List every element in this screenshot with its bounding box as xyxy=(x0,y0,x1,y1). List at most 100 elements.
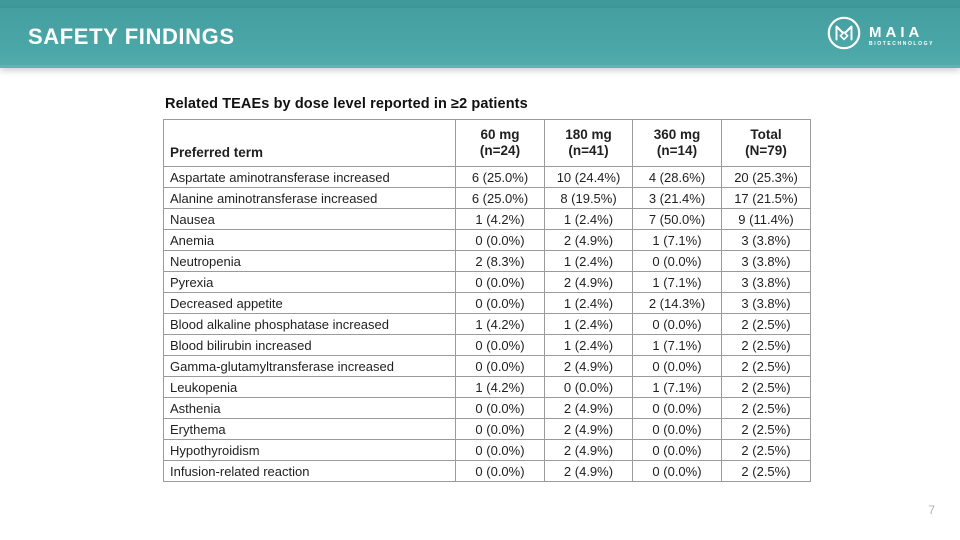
value-cell: 0 (0.0%) xyxy=(455,334,545,356)
preferred-term-cell: Aspartate aminotransferase increased xyxy=(163,166,456,188)
value-cell: 1 (4.2%) xyxy=(455,208,545,230)
value-cell: 2 (2.5%) xyxy=(721,355,811,377)
value-cell: 2 (14.3%) xyxy=(632,292,722,314)
value-cell: 7 (50.0%) xyxy=(632,208,722,230)
preferred-term-cell: Erythema xyxy=(163,418,456,440)
page-number: 7 xyxy=(928,503,935,517)
value-cell: 10 (24.4%) xyxy=(544,166,633,188)
table-title: Related TEAEs by dose level reported in … xyxy=(165,96,528,112)
value-cell: 1 (2.4%) xyxy=(544,208,633,230)
preferred-term-cell: Nausea xyxy=(163,208,456,230)
slide-header-banner: SAFETY FINDINGS MAIA BIOTECHNOLOGY xyxy=(0,8,960,68)
column-header-dose: Total (N=79) xyxy=(721,119,811,167)
table-row: Alanine aminotransferase increased 6 (25.… xyxy=(163,187,811,209)
logo-subtitle: BIOTECHNOLOGY xyxy=(869,40,934,47)
maia-logo-icon xyxy=(826,15,862,56)
value-cell: 2 (4.9%) xyxy=(544,460,633,482)
value-cell: 1 (2.4%) xyxy=(544,292,633,314)
value-cell: 2 (4.9%) xyxy=(544,355,633,377)
value-cell: 9 (11.4%) xyxy=(721,208,811,230)
value-cell: 3 (3.8%) xyxy=(721,292,811,314)
value-cell: 2 (2.5%) xyxy=(721,460,811,482)
value-cell: 2 (2.5%) xyxy=(721,334,811,356)
value-cell: 0 (0.0%) xyxy=(632,313,722,335)
table-row: Neutropenia 2 (8.3%) 1 (2.4%) 0 (0.0%) 3 (3.… xyxy=(163,250,811,272)
value-cell: 1 (4.2%) xyxy=(455,313,545,335)
company-logo: MAIA BIOTECHNOLOGY xyxy=(826,15,934,56)
value-cell: 0 (0.0%) xyxy=(632,439,722,461)
value-cell: 2 (4.9%) xyxy=(544,439,633,461)
preferred-term-cell: Gamma-glutamyltransferase increased xyxy=(163,355,456,377)
header-top-strip xyxy=(0,0,960,8)
table-body: Aspartate aminotransferase increased 6 (2… xyxy=(163,166,811,482)
value-cell: 1 (2.4%) xyxy=(544,334,633,356)
table-row: Gamma-glutamyltransferase increased 0 (0.… xyxy=(163,355,811,377)
value-cell: 0 (0.0%) xyxy=(455,439,545,461)
value-cell: 0 (0.0%) xyxy=(455,355,545,377)
value-cell: 2 (2.5%) xyxy=(721,376,811,398)
table-row: Aspartate aminotransferase increased 6 (2… xyxy=(163,166,811,188)
value-cell: 6 (25.0%) xyxy=(455,166,545,188)
column-header-dose: 60 mg (n=24) xyxy=(455,119,545,167)
value-cell: 3 (3.8%) xyxy=(721,250,811,272)
value-cell: 0 (0.0%) xyxy=(455,292,545,314)
value-cell: 0 (0.0%) xyxy=(455,271,545,293)
preferred-term-cell: Neutropenia xyxy=(163,250,456,272)
value-cell: 1 (4.2%) xyxy=(455,376,545,398)
table-row: Asthenia 0 (0.0%) 2 (4.9%) 0 (0.0%) 2 (2.5%) xyxy=(163,397,811,419)
value-cell: 0 (0.0%) xyxy=(632,460,722,482)
table-row: Hypothyroidism 0 (0.0%) 2 (4.9%) 0 (0.0%) 2 … xyxy=(163,439,811,461)
value-cell: 6 (25.0%) xyxy=(455,187,545,209)
table-row: Pyrexia 0 (0.0%) 2 (4.9%) 1 (7.1%) 3 (3.8%) xyxy=(163,271,811,293)
preferred-term-cell: Leukopenia xyxy=(163,376,456,398)
value-cell: 4 (28.6%) xyxy=(632,166,722,188)
table-row: Erythema 0 (0.0%) 2 (4.9%) 0 (0.0%) 2 (2.5%) xyxy=(163,418,811,440)
table-row: Decreased appetite 0 (0.0%) 1 (2.4%) 2 (14.… xyxy=(163,292,811,314)
value-cell: 3 (3.8%) xyxy=(721,271,811,293)
preferred-term-cell: Hypothyroidism xyxy=(163,439,456,461)
column-header-preferred-term: Preferred term xyxy=(163,119,456,167)
page-title: SAFETY FINDINGS xyxy=(28,23,235,49)
value-cell: 17 (21.5%) xyxy=(721,187,811,209)
value-cell: 8 (19.5%) xyxy=(544,187,633,209)
value-cell: 0 (0.0%) xyxy=(632,418,722,440)
value-cell: 2 (2.5%) xyxy=(721,397,811,419)
preferred-term-cell: Alanine aminotransferase increased xyxy=(163,187,456,209)
column-header-dose: 180 mg (n=41) xyxy=(544,119,633,167)
logo-wordmark: MAIA BIOTECHNOLOGY xyxy=(869,25,934,47)
value-cell: 0 (0.0%) xyxy=(632,397,722,419)
value-cell: 0 (0.0%) xyxy=(544,376,633,398)
table-row: Anemia 0 (0.0%) 2 (4.9%) 1 (7.1%) 3 (3.8%) xyxy=(163,229,811,251)
column-header-dose: 360 mg (n=14) xyxy=(632,119,722,167)
value-cell: 0 (0.0%) xyxy=(455,460,545,482)
value-cell: 2 (8.3%) xyxy=(455,250,545,272)
preferred-term-cell: Infusion-related reaction xyxy=(163,460,456,482)
table-header-row: Preferred term 60 mg (n=24) 180 mg (n=41) 36… xyxy=(163,119,811,167)
value-cell: 20 (25.3%) xyxy=(721,166,811,188)
table-row: Nausea 1 (4.2%) 1 (2.4%) 7 (50.0%) 9 (11.4%) xyxy=(163,208,811,230)
value-cell: 3 (3.8%) xyxy=(721,229,811,251)
preferred-term-cell: Blood bilirubin increased xyxy=(163,334,456,356)
value-cell: 3 (21.4%) xyxy=(632,187,722,209)
value-cell: 0 (0.0%) xyxy=(455,397,545,419)
value-cell: 1 (2.4%) xyxy=(544,250,633,272)
value-cell: 2 (2.5%) xyxy=(721,313,811,335)
value-cell: 0 (0.0%) xyxy=(455,229,545,251)
table-row: Blood bilirubin increased 0 (0.0%) 1 (2.4%… xyxy=(163,334,811,356)
logo-name: MAIA xyxy=(869,23,924,41)
value-cell: 1 (7.1%) xyxy=(632,376,722,398)
preferred-term-cell: Decreased appetite xyxy=(163,292,456,314)
preferred-term-cell: Asthenia xyxy=(163,397,456,419)
teae-table: Preferred term 60 mg (n=24) 180 mg (n=41) 36… xyxy=(163,119,811,482)
table-row: Infusion-related reaction 0 (0.0%) 2 (4.9%… xyxy=(163,460,811,482)
value-cell: 1 (2.4%) xyxy=(544,313,633,335)
value-cell: 2 (4.9%) xyxy=(544,229,633,251)
value-cell: 2 (2.5%) xyxy=(721,439,811,461)
value-cell: 0 (0.0%) xyxy=(632,355,722,377)
value-cell: 2 (4.9%) xyxy=(544,418,633,440)
preferred-term-cell: Anemia xyxy=(163,229,456,251)
preferred-term-cell: Pyrexia xyxy=(163,271,456,293)
value-cell: 1 (7.1%) xyxy=(632,334,722,356)
table-row: Blood alkaline phosphatase increased 1 (4… xyxy=(163,313,811,335)
value-cell: 1 (7.1%) xyxy=(632,229,722,251)
